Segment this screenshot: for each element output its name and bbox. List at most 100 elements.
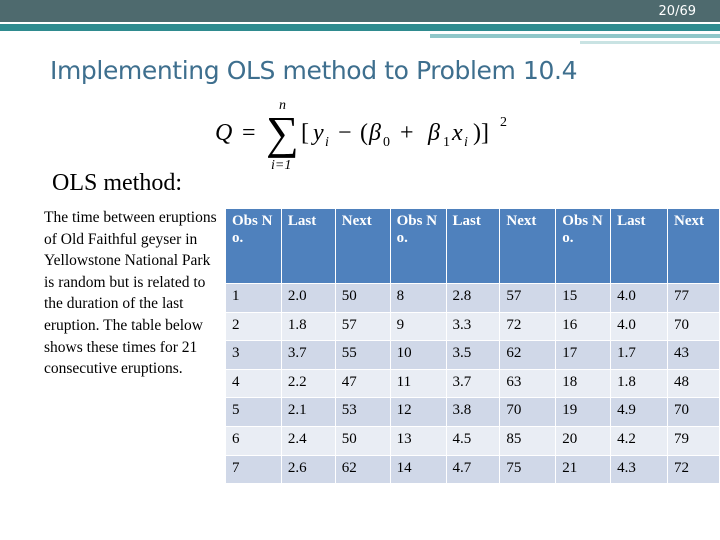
table-cell: 2.0 [280,283,336,313]
subtitle: OLS method: [52,170,182,196]
table-cell: 8 [389,283,447,313]
formula-token: i [325,135,329,150]
table-cell: 6 [225,425,282,456]
table-cell: 4.9 [610,397,669,427]
table-row: 2 1.8 57 9 3.3 72 16 4.0 70 [225,311,720,342]
table-cell: 4 [225,368,282,399]
column-header: Next [667,208,720,284]
table-body: 1 2.0 50 8 2.8 57 15 4.0 77 2 1.8 57 9 3.3 72 16 4.0 70 3 3… [225,283,720,485]
formula-token: = [242,120,256,146]
table-cell: 2.4 [280,425,336,456]
table-row: 1 2.0 50 8 2.8 57 15 4.0 77 [225,283,720,313]
table-cell: 3 [225,340,282,370]
table-row: 7 2.6 62 14 4.7 75 21 4.3 72 [225,454,720,485]
formula-token: n [279,98,286,113]
table-row: 6 2.4 50 13 4.5 85 20 4.2 79 [225,425,720,456]
table-cell: 62 [334,454,391,485]
table-cell: 72 [667,454,720,485]
table-cell: 4.3 [610,454,669,485]
table-cell: 1.8 [610,368,669,399]
formula-token: ∑ [266,107,299,158]
table-cell: 70 [667,311,720,342]
table-cell: 2 [225,311,282,342]
column-header: Last [445,208,501,284]
table-cell: 13 [389,425,447,456]
paragraph: The time between eruptions of Old Faithf… [44,209,217,378]
table-cell: 43 [667,340,720,370]
slide-title: Implementing OLS method to Problem 10.4 [50,56,578,85]
table-cell: 2.2 [280,368,336,399]
column-header: Obs No. [225,208,282,284]
formula-token: )] [473,120,489,146]
table-cell: 57 [334,311,391,342]
table-cell: 17 [555,340,612,370]
table-cell: 72 [499,311,557,342]
table-cell: 4.2 [610,425,669,456]
table-cell: 50 [334,283,391,313]
table-cell: 1.8 [280,311,336,342]
table-cell: 5 [225,397,282,427]
decor-line [580,41,720,44]
table-cell: 79 [667,425,720,456]
formula-token: y [311,120,324,146]
column-header: Next [334,208,391,284]
table-cell: 4.5 [445,425,501,456]
table-cell: 2.8 [445,283,501,313]
table-cell: 77 [667,283,720,313]
formula: Q = ∑ n i=1 [ y i − ( β 0 + β 1 x i )] 2 [215,98,507,173]
table-cell: 14 [389,454,447,485]
top-bar [0,0,720,22]
column-header: Obs No. [389,208,447,284]
formula-token: 1 [443,135,450,150]
table-cell: 4.7 [445,454,501,485]
formula-token: Q [215,120,232,146]
formula-token: x [451,120,463,146]
header-row: Obs No. Last Next Obs No. Last Next Obs No. Las… [225,208,720,284]
table-cell: 1.7 [610,340,669,370]
data-table: Obs No. Last Next Obs No. Last Next Obs No. Las… [225,208,720,485]
table-cell: 7 [225,454,282,485]
table-cell: 4.0 [610,311,669,342]
formula-token: + [400,120,414,146]
table-cell: 2.6 [280,454,336,485]
decor-line [0,24,720,31]
table-cell: 53 [334,397,391,427]
table-cell: 19 [555,397,612,427]
formula-token: ( [360,120,368,146]
formula-token: i=1 [271,158,291,173]
column-header: Obs No. [555,208,612,284]
formula-token: 0 [383,135,390,150]
table-cell: 62 [499,340,557,370]
column-header: Last [610,208,669,284]
table-cell: 10 [389,340,447,370]
table-cell: 63 [499,368,557,399]
table-cell: 21 [555,454,612,485]
column-header: Last [280,208,336,284]
table-cell: 15 [555,283,612,313]
table-cell: 4.0 [610,283,669,313]
table-cell: 70 [667,397,720,427]
formula-token: [ [301,120,309,146]
page-number: 20/69 [658,4,696,19]
table-cell: 3.3 [445,311,501,342]
table-cell: 11 [389,368,447,399]
table-cell: 55 [334,340,391,370]
table-row: 4 2.2 47 11 3.7 63 18 1.8 48 [225,368,720,399]
table-cell: 70 [499,397,557,427]
table-cell: 16 [555,311,612,342]
formula-token: − [338,120,352,146]
table-cell: 9 [389,311,447,342]
table-cell: 47 [334,368,391,399]
table-cell: 18 [555,368,612,399]
formula-token: 2 [500,115,507,130]
table-cell: 20 [555,425,612,456]
table-row: 5 2.1 53 12 3.8 70 19 4.9 70 [225,397,720,427]
table-cell: 3.7 [445,368,501,399]
formula-token: β [368,120,381,146]
decor-line [430,34,720,38]
table-cell: 48 [667,368,720,399]
table-cell: 3.7 [280,340,336,370]
table-cell: 3.8 [445,397,501,427]
table-cell: 85 [499,425,557,456]
